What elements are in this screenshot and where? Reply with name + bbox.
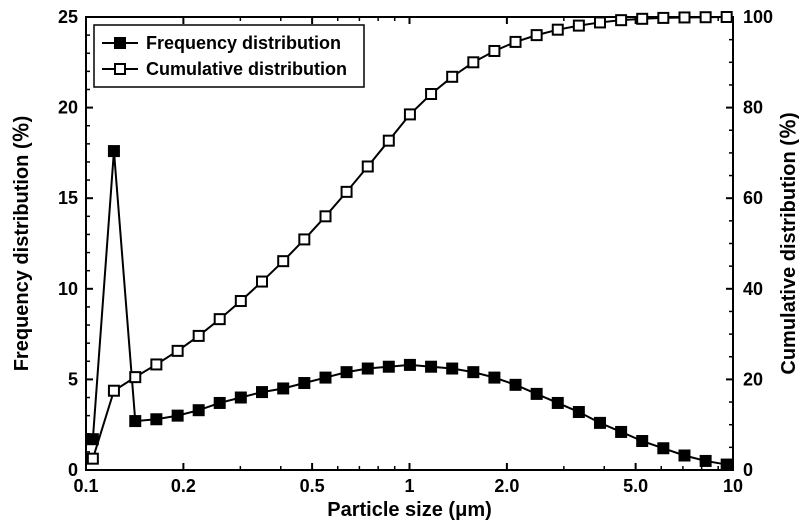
series-marker	[701, 12, 711, 22]
x-tick-label: 1	[404, 476, 414, 496]
series-marker	[489, 373, 499, 383]
series-marker	[109, 146, 119, 156]
series-marker	[88, 434, 98, 444]
yleft-tick-label: 0	[68, 460, 78, 480]
series-marker	[278, 256, 288, 266]
series-marker	[151, 414, 161, 424]
dual-axis-line-chart: 0.10.20.512.05.0100510152025020406080100…	[0, 0, 803, 529]
yright-axis-label: Cumulative distribution (％)	[778, 112, 800, 374]
series-marker	[426, 89, 436, 99]
series-marker	[468, 367, 478, 377]
legend-label: Frequency distribution	[146, 33, 341, 53]
series-marker	[384, 136, 394, 146]
series-marker	[595, 17, 605, 27]
yleft-tick-label: 5	[68, 369, 78, 389]
legend-label: Cumulative distribution	[146, 59, 347, 79]
series-marker	[532, 30, 542, 40]
yleft-tick-label: 25	[58, 7, 78, 27]
series-marker	[468, 57, 478, 67]
yright-tick-label: 20	[743, 369, 763, 389]
series-marker	[637, 436, 647, 446]
series-marker	[215, 314, 225, 324]
x-axis-label: Particle size (μm)	[327, 499, 492, 521]
series-marker	[321, 211, 331, 221]
series-marker	[637, 14, 647, 24]
series-marker	[447, 364, 457, 374]
chart-svg: 0.10.20.512.05.0100510152025020406080100…	[0, 0, 803, 529]
yleft-tick-label: 10	[58, 279, 78, 299]
series-marker	[299, 378, 309, 388]
series-marker	[722, 12, 732, 22]
series-marker	[595, 418, 605, 428]
series-marker	[574, 407, 584, 417]
series-marker	[701, 456, 711, 466]
yleft-tick-label: 20	[58, 98, 78, 118]
series-marker	[173, 411, 183, 421]
series-marker	[109, 386, 119, 396]
series-marker	[405, 109, 415, 119]
series-marker	[616, 15, 626, 25]
series-marker	[679, 451, 689, 461]
x-tick-label: 2.0	[494, 476, 519, 496]
yright-tick-label: 0	[743, 460, 753, 480]
series-marker	[511, 380, 521, 390]
series-marker	[658, 443, 668, 453]
yleft-tick-label: 15	[58, 188, 78, 208]
series-marker	[532, 389, 542, 399]
series-marker	[321, 373, 331, 383]
series-marker	[342, 187, 352, 197]
yleft-axis-label: Frequency distribution (％)	[11, 116, 33, 372]
series-marker	[447, 72, 457, 82]
series-marker	[299, 234, 309, 244]
series-marker	[88, 454, 98, 464]
x-tick-label: 0.2	[171, 476, 196, 496]
series-marker	[151, 359, 161, 369]
series-marker	[553, 398, 563, 408]
yright-tick-label: 100	[743, 7, 773, 27]
x-tick-label: 10	[723, 476, 743, 496]
series-marker	[236, 296, 246, 306]
series-marker	[384, 362, 394, 372]
series-marker	[616, 427, 626, 437]
legend-marker	[115, 64, 125, 74]
series-marker	[130, 372, 140, 382]
series-marker	[722, 460, 732, 470]
series-marker	[574, 21, 584, 31]
x-tick-label: 5.0	[623, 476, 648, 496]
series-marker	[405, 360, 415, 370]
yright-tick-label: 80	[743, 98, 763, 118]
series-marker	[511, 37, 521, 47]
series-marker	[426, 362, 436, 372]
series-marker	[194, 331, 204, 341]
legend-marker	[115, 38, 125, 48]
series-marker	[363, 161, 373, 171]
x-tick-label: 0.5	[300, 476, 325, 496]
series-marker	[130, 416, 140, 426]
series-marker	[215, 398, 225, 408]
series-marker	[489, 46, 499, 56]
series-marker	[257, 387, 267, 397]
yright-tick-label: 60	[743, 188, 763, 208]
series-marker	[363, 364, 373, 374]
yright-tick-label: 40	[743, 279, 763, 299]
series-marker	[236, 393, 246, 403]
series-marker	[194, 405, 204, 415]
series-marker	[342, 367, 352, 377]
series-marker	[173, 346, 183, 356]
series-marker	[553, 25, 563, 35]
series-marker	[257, 277, 267, 287]
series-marker	[679, 12, 689, 22]
series-marker	[658, 13, 668, 23]
series-marker	[278, 383, 288, 393]
